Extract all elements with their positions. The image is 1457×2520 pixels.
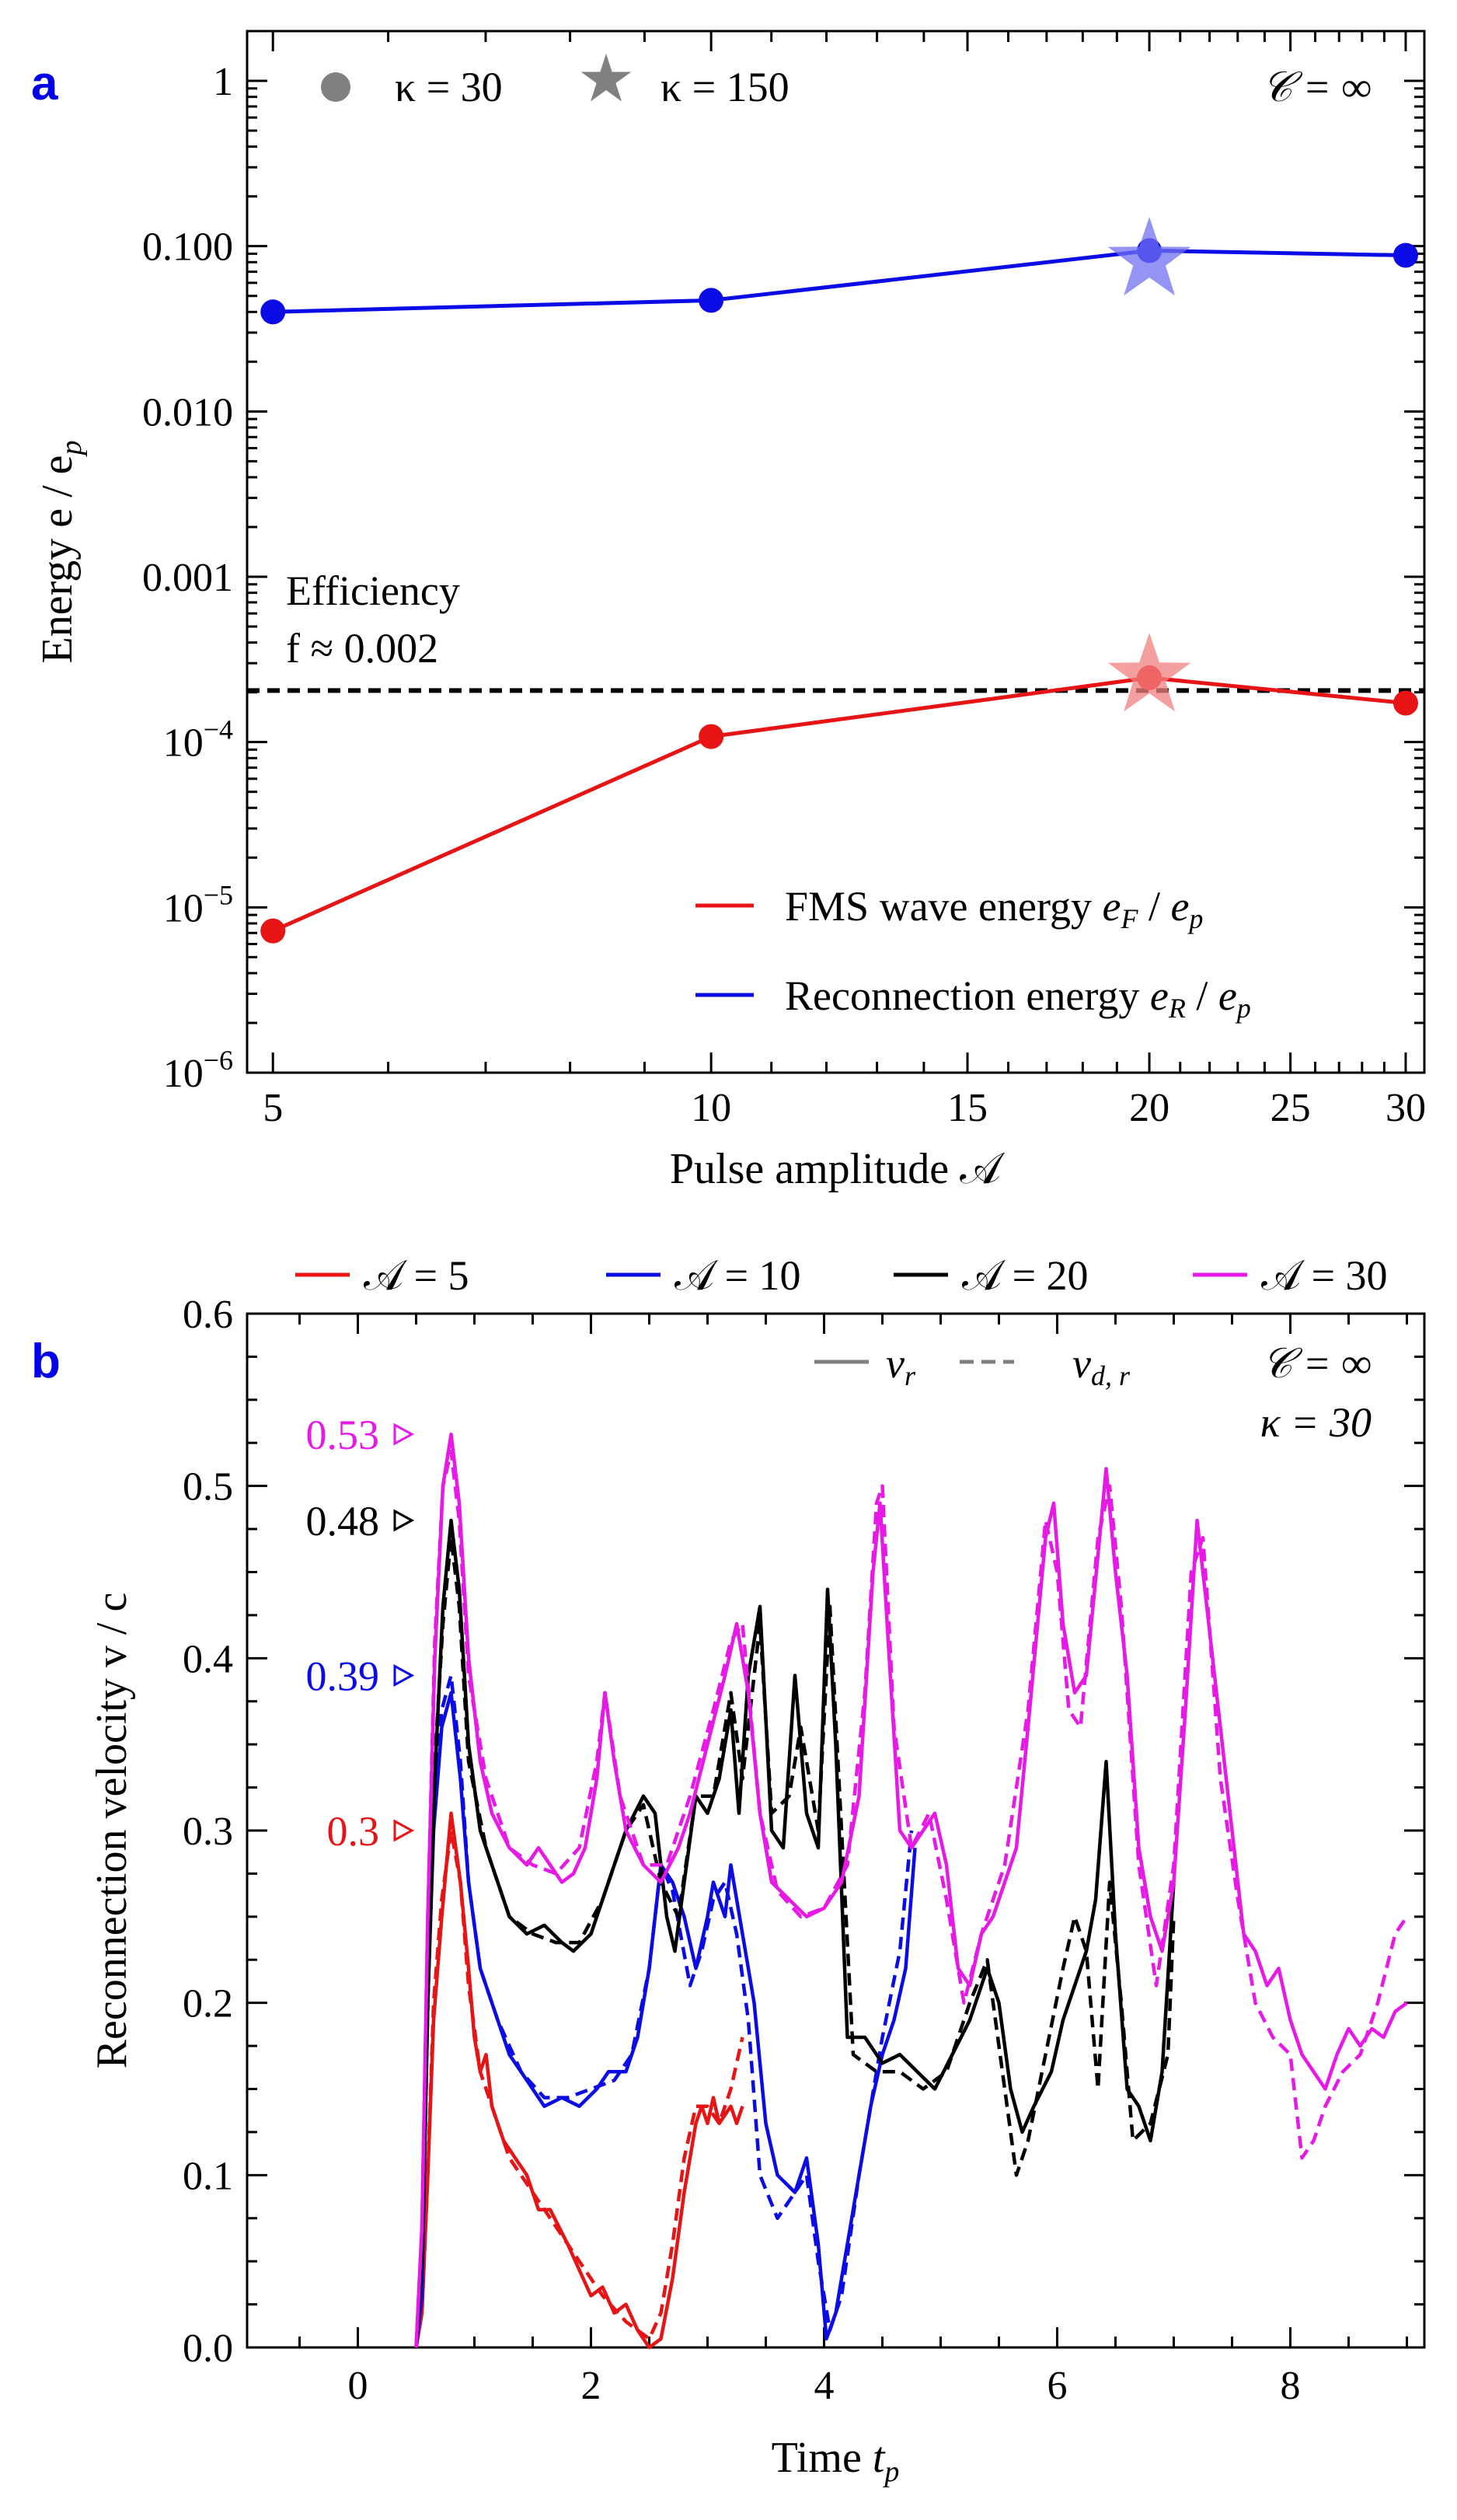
panel-a-corner-label: 𝒞 = ∞ (1262, 64, 1372, 110)
panel-a-frame (246, 30, 1426, 1074)
y-tick-label: 10−4 (163, 714, 233, 766)
panel-a-xlabel: Pulse amplitude 𝒜 (670, 1145, 1006, 1193)
y-tick-label: 0.4 (183, 1637, 233, 1681)
peak-value-label: 0.53 (306, 1412, 380, 1458)
fms-legend-text: FMS wave energy eF / ep (785, 883, 1203, 934)
panel-b-corner-label-c: 𝒞 = ∞ (1262, 1340, 1372, 1387)
x-tick-label: 2 (581, 2364, 601, 2408)
series-solid-v-r (414, 1691, 917, 2348)
x-tick-label: 25 (1271, 1086, 1311, 1130)
panel-a-letter: a (31, 57, 58, 110)
x-tick-label: 6 (1047, 2364, 1068, 2408)
data-point-fms (699, 724, 724, 749)
peak-value-label: 0.3 (327, 1808, 380, 1855)
panel-b-letter: b (31, 1335, 61, 1388)
panel-a-ylabel: Energy e / ep (33, 441, 88, 664)
data-point-reconnection (260, 299, 286, 325)
x-tick-label: 5 (263, 1086, 283, 1130)
panel-b-top-legend: 𝒜 = 5 𝒜 = 10 𝒜 = 20 𝒜 = 30 (295, 1252, 1388, 1299)
kappa-150-label: κ = 150 (661, 64, 789, 110)
peak-triangle-marker (393, 1422, 415, 1446)
panel-b-xlabel: Time tp (772, 2434, 900, 2488)
kappa-150-star-point (1107, 217, 1191, 296)
panel-b: b 𝒜 = 5 𝒜 = 10 𝒜 = 20 𝒜 = 30 0 2 4 6 8 0.0 0.1 0.2… (31, 1252, 1426, 2488)
efficiency-label: Efficiency (286, 567, 460, 614)
data-point-reconnection (699, 288, 724, 313)
amplitude-legend-label: 𝒜 = 5 (364, 1252, 469, 1299)
y-tick-label: 0.010 (142, 390, 233, 435)
y-tick-label: 0.1 (183, 2154, 233, 2198)
amplitude-legend-label: 𝒜 = 20 (962, 1252, 1089, 1299)
panel-a-stars (1107, 217, 1191, 712)
x-tick-label: 0 (348, 2364, 368, 2408)
kappa-150-star-point (1107, 633, 1191, 712)
y-tick-label: 0.6 (183, 1293, 233, 1337)
series-line-fms (272, 675, 1406, 933)
y-tick-label: 0.0 (183, 2326, 233, 2371)
panel-b-ticks: 0 2 4 6 8 0.0 0.1 0.2 0.3 0.4 0.5 0.6 (183, 1293, 1424, 2408)
series-solid-v-r (414, 1811, 744, 2350)
kappa-30-circle-marker (321, 72, 350, 102)
series-solid-v-r (414, 1518, 1176, 2348)
amplitude-legend-label: 𝒜 = 30 (1261, 1252, 1388, 1299)
y-tick-label: 0.5 (183, 1465, 233, 1510)
panel-b-series (414, 1432, 1409, 2350)
panel-b-corner-label-kappa: κ = 30 (1260, 1399, 1372, 1446)
panel-a: a 5 10 15 20 25 30 10−6 10−5 10−4 0.001 0.010 0.100… (31, 30, 1426, 1193)
y-tick-label: 0.100 (142, 225, 233, 270)
peak-markers: 0.53 0.48 0.39 0.3 (306, 1412, 415, 1855)
y-tick-label: 10−6 (163, 1045, 233, 1096)
kappa-150-star-marker (580, 54, 632, 102)
series-dashed-v-d-r (414, 1535, 1176, 2348)
amplitude-legend-label: 𝒜 = 10 (674, 1252, 801, 1299)
peak-triangle-marker (393, 1663, 415, 1688)
x-tick-label: 15 (947, 1086, 988, 1130)
kappa-30-label: κ = 30 (395, 64, 503, 110)
data-point-fms (1393, 690, 1418, 716)
peak-value-label: 0.48 (306, 1498, 380, 1544)
peak-triangle-marker (393, 1819, 415, 1842)
y-tick-label: 10−5 (163, 879, 233, 930)
y-tick-label: 0.001 (142, 556, 233, 600)
reconnection-legend-text: Reconnection energy eR / ep (785, 972, 1251, 1024)
x-tick-label: 20 (1129, 1086, 1169, 1130)
data-point-fms (260, 918, 286, 944)
panel-b-ylabel: Reconnection velocity v / c (88, 1593, 136, 2069)
x-tick-label: 30 (1386, 1086, 1426, 1130)
solid-style-legend-text: vr (886, 1340, 916, 1391)
x-tick-label: 8 (1281, 2364, 1301, 2408)
y-tick-label: 0.3 (183, 1810, 233, 1854)
y-tick-label: 0.2 (183, 1982, 233, 2026)
peak-value-label: 0.39 (306, 1653, 380, 1700)
series-line-reconnection (273, 248, 1406, 314)
panel-a-ticks: 5 10 15 20 25 30 10−6 10−5 10−4 0.001 0.010 0.100 1 (142, 30, 1426, 1130)
x-tick-label: 10 (691, 1086, 731, 1130)
peak-triangle-marker (393, 1509, 415, 1532)
x-tick-label: 4 (814, 2364, 835, 2408)
efficiency-value: f ≈ 0.002 (286, 625, 438, 672)
dashed-style-legend-text: vd, r (1072, 1340, 1131, 1391)
y-tick-label: 1 (213, 60, 233, 104)
data-point-reconnection (1393, 243, 1418, 268)
series-solid-v-r (414, 1432, 1408, 2348)
